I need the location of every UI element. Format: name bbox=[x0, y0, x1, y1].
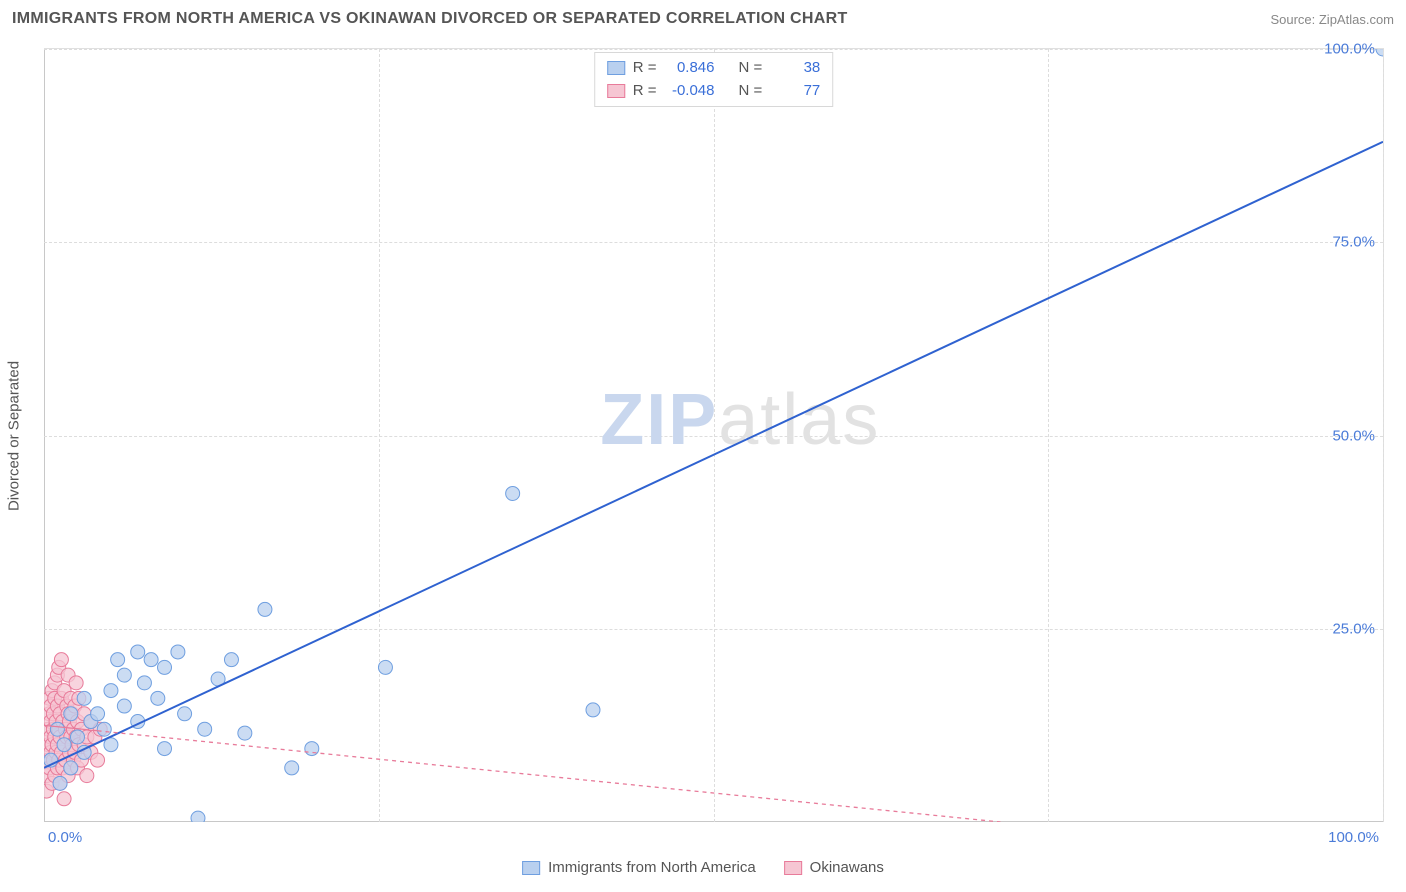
okinawans-point bbox=[54, 653, 68, 667]
immigrants-point bbox=[53, 776, 67, 790]
legend-r-label: R = bbox=[633, 57, 657, 80]
okinawans-trend-dash bbox=[98, 731, 1001, 822]
immigrants-point bbox=[91, 707, 105, 721]
immigrants-point bbox=[70, 730, 84, 744]
immigrants-point bbox=[64, 707, 78, 721]
x-tick-min: 0.0% bbox=[48, 829, 82, 846]
immigrants-point bbox=[131, 645, 145, 659]
legend-r-value: 0.846 bbox=[665, 57, 715, 80]
legend-correlation-row-immigrants: R = 0.846 N = 38 bbox=[607, 57, 821, 80]
immigrants-point bbox=[144, 653, 158, 667]
immigrants-trend bbox=[44, 142, 1383, 768]
y-axis-label: Divorced or Separated bbox=[6, 360, 23, 510]
immigrants-point bbox=[285, 761, 299, 775]
immigrants-point bbox=[111, 653, 125, 667]
okinawans-point bbox=[91, 753, 105, 767]
legend-n-value: 77 bbox=[770, 80, 820, 103]
legend-r-value: -0.048 bbox=[665, 80, 715, 103]
immigrants-point bbox=[77, 691, 91, 705]
correlation-legend: R = 0.846 N = 38 R = -0.048 N = 77 bbox=[594, 52, 834, 107]
immigrants-point bbox=[178, 707, 192, 721]
immigrants-point bbox=[97, 722, 111, 736]
immigrants-point bbox=[137, 676, 151, 690]
legend-swatch-icon bbox=[607, 61, 625, 75]
chart-title: IMMIGRANTS FROM NORTH AMERICA VS OKINAWA… bbox=[12, 10, 848, 28]
immigrants-point bbox=[378, 660, 392, 674]
grid-v bbox=[1383, 49, 1384, 822]
immigrants-point bbox=[506, 486, 520, 500]
series-legend: Immigrants from North America Okinawans bbox=[522, 859, 884, 876]
legend-correlation-row-okinawans: R = -0.048 N = 77 bbox=[607, 80, 821, 103]
immigrants-point bbox=[191, 811, 205, 822]
legend-series-okinawans: Okinawans bbox=[784, 859, 884, 876]
immigrants-point bbox=[305, 742, 319, 756]
legend-n-label: N = bbox=[739, 57, 763, 80]
immigrants-point bbox=[158, 742, 172, 756]
immigrants-point bbox=[117, 668, 131, 682]
legend-swatch-icon bbox=[784, 861, 802, 875]
legend-series-immigrants: Immigrants from North America bbox=[522, 859, 756, 876]
immigrants-point bbox=[50, 722, 64, 736]
legend-swatch-icon bbox=[607, 84, 625, 98]
okinawans-point bbox=[80, 769, 94, 783]
source-attribution: Source: ZipAtlas.com bbox=[1270, 12, 1394, 27]
immigrants-point bbox=[64, 761, 78, 775]
immigrants-point bbox=[1376, 49, 1383, 56]
legend-swatch-icon bbox=[522, 861, 540, 875]
immigrants-point bbox=[158, 660, 172, 674]
immigrants-point bbox=[151, 691, 165, 705]
immigrants-point bbox=[171, 645, 185, 659]
immigrants-point bbox=[57, 738, 71, 752]
legend-n-value: 38 bbox=[770, 57, 820, 80]
legend-r-label: R = bbox=[633, 80, 657, 103]
legend-series-label: Okinawans bbox=[810, 859, 884, 876]
immigrants-point bbox=[238, 726, 252, 740]
chart-header: IMMIGRANTS FROM NORTH AMERICA VS OKINAWA… bbox=[12, 10, 1394, 28]
chart-plot-area: Divorced or Separated 25.0%50.0%75.0%100… bbox=[44, 48, 1384, 822]
okinawans-point bbox=[69, 676, 83, 690]
x-tick-max: 100.0% bbox=[1328, 829, 1379, 846]
immigrants-point bbox=[258, 602, 272, 616]
immigrants-point bbox=[224, 653, 238, 667]
legend-series-label: Immigrants from North America bbox=[548, 859, 756, 876]
immigrants-point bbox=[104, 684, 118, 698]
immigrants-point bbox=[198, 722, 212, 736]
okinawans-point bbox=[57, 792, 71, 806]
scatter-svg bbox=[44, 49, 1383, 822]
immigrants-point bbox=[586, 703, 600, 717]
legend-n-label: N = bbox=[739, 80, 763, 103]
immigrants-point bbox=[117, 699, 131, 713]
